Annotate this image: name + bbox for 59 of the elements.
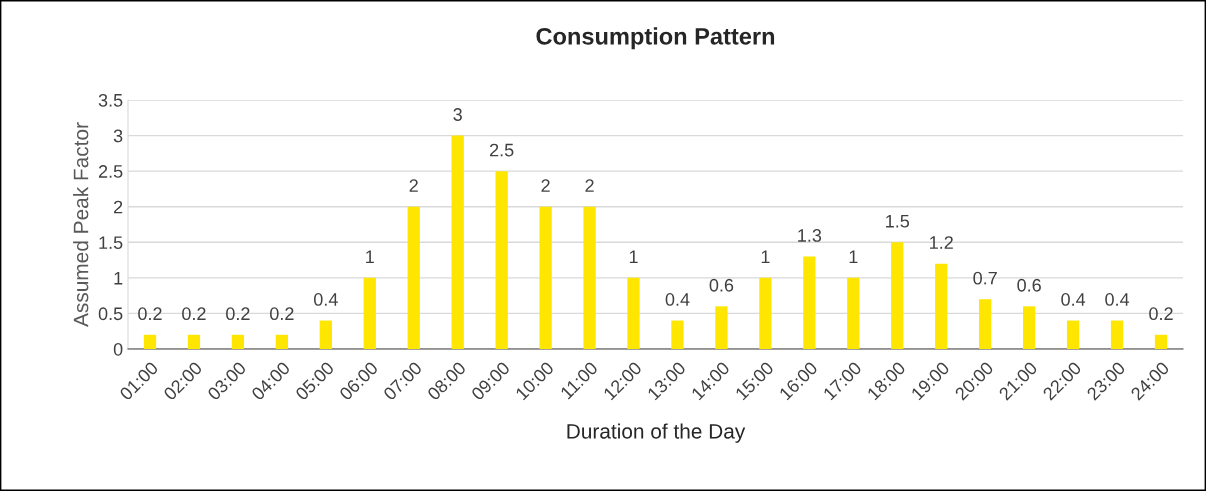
- data-label: 1.2: [930, 236, 953, 249]
- bar: [847, 277, 860, 349]
- data-label: 0.6: [1017, 278, 1041, 292]
- bar: [1066, 320, 1080, 349]
- bar: [803, 256, 816, 349]
- data-label: 1: [366, 250, 374, 263]
- x-axis-title: Duration of the Day: [567, 423, 746, 443]
- bar: [231, 334, 245, 349]
- bar: [539, 206, 552, 349]
- data-label: 3: [453, 108, 462, 121]
- data-label: 1.5: [886, 215, 910, 228]
- bar: [319, 320, 332, 349]
- y-tick-label: 1: [114, 271, 123, 285]
- data-label: 0.2: [138, 307, 162, 321]
- bar: [935, 263, 948, 349]
- data-label: 0.4: [1105, 293, 1130, 306]
- y-tick-label: 2.5: [98, 165, 123, 178]
- bar: [671, 320, 684, 349]
- data-label: 0.4: [665, 293, 690, 306]
- data-label: 0.7: [973, 271, 997, 285]
- y-axis-title: Assumed Peak Factor: [73, 122, 89, 327]
- y-tick-label: 1.5: [99, 236, 123, 250]
- bar: [1154, 334, 1168, 349]
- data-label: 0.2: [1149, 307, 1173, 321]
- chart-title: Consumption Pattern: [536, 27, 775, 50]
- data-label: 2: [541, 179, 550, 192]
- bar: [143, 334, 157, 349]
- bar: [451, 135, 464, 349]
- y-tick-label: 0: [113, 342, 123, 356]
- bar: [275, 334, 289, 349]
- bar: [187, 334, 201, 349]
- data-label: 0.2: [182, 307, 206, 321]
- bar: [407, 206, 420, 349]
- bar: [1110, 320, 1124, 349]
- bar: [363, 277, 376, 349]
- bar: [759, 277, 772, 349]
- data-label: 1: [849, 250, 858, 263]
- data-label: 0.2: [226, 307, 250, 321]
- bar: [979, 299, 992, 349]
- y-tick-label: 3.5: [98, 93, 123, 107]
- data-label: 1: [629, 250, 638, 263]
- data-label: 0.6: [709, 278, 734, 292]
- bar: [1022, 306, 1036, 349]
- data-label: 2: [409, 179, 418, 192]
- data-label: 2: [585, 179, 594, 192]
- data-label: 0.2: [270, 307, 294, 321]
- data-label: 1.3: [798, 229, 822, 242]
- bar: [583, 206, 596, 349]
- data-label: 0.4: [1061, 293, 1086, 306]
- bar: [627, 277, 640, 349]
- y-tick-label: 0.5: [98, 307, 123, 321]
- data-label: 1: [761, 250, 770, 263]
- y-tick-label: 2: [114, 200, 123, 214]
- bar: [715, 306, 728, 349]
- y-tick-label: 3: [113, 129, 123, 143]
- data-label: 0.4: [313, 293, 338, 306]
- bar: [891, 242, 904, 349]
- bar: [495, 171, 508, 349]
- data-label: 2.5: [490, 143, 514, 157]
